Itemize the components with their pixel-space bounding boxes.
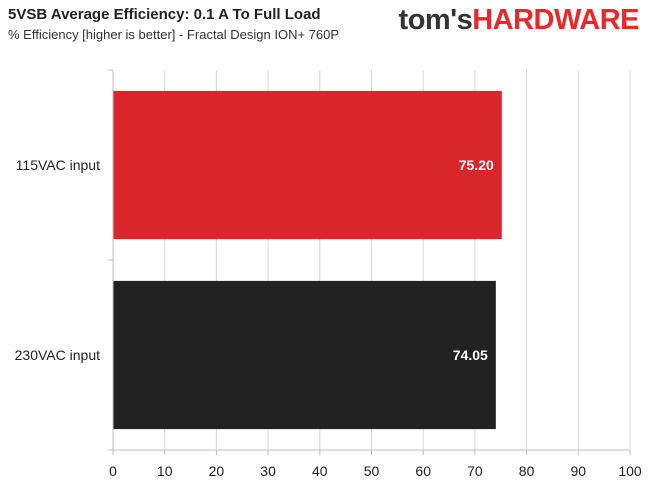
x-tick-label-90: 90 xyxy=(571,463,587,479)
x-tick-label-40: 40 xyxy=(312,463,328,479)
chart-subtitle: % Efficiency [higher is better] - Fracta… xyxy=(8,27,340,42)
x-tick-label-60: 60 xyxy=(415,463,431,479)
category-labels: 115VAC input 230VAC input xyxy=(15,157,100,363)
x-tick-label-10: 10 xyxy=(157,463,173,479)
category-label-2: 230VAC input xyxy=(15,347,100,363)
category-label-1: 115VAC input xyxy=(16,157,100,173)
bar-2 xyxy=(113,280,496,430)
x-tick-label-30: 30 xyxy=(260,463,276,479)
chart-title: 5VSB Average Efficiency: 0.1 A To Full L… xyxy=(8,6,321,23)
logo-text-toms: tom's xyxy=(398,4,473,36)
x-tick-label-70: 70 xyxy=(467,463,483,479)
bar-value-label-1: 75.20 xyxy=(459,157,494,173)
axes xyxy=(108,69,631,455)
x-tick-label-0: 0 xyxy=(109,463,117,479)
x-tick-label-20: 20 xyxy=(209,463,225,479)
x-tick-label-80: 80 xyxy=(519,463,535,479)
bar-1 xyxy=(113,90,502,240)
bar-value-label-2: 74.05 xyxy=(453,347,488,363)
x-tick-labels: 0 10 20 30 40 50 60 70 80 90 100 xyxy=(109,463,642,479)
x-tick-label-100: 100 xyxy=(618,463,642,479)
bars: 75.20 74.05 xyxy=(113,90,502,430)
logo-text-hardware: HARDWARE xyxy=(472,4,639,36)
brand-logo: tom'sHARDWARE xyxy=(398,4,640,37)
x-tick-label-50: 50 xyxy=(364,463,380,479)
